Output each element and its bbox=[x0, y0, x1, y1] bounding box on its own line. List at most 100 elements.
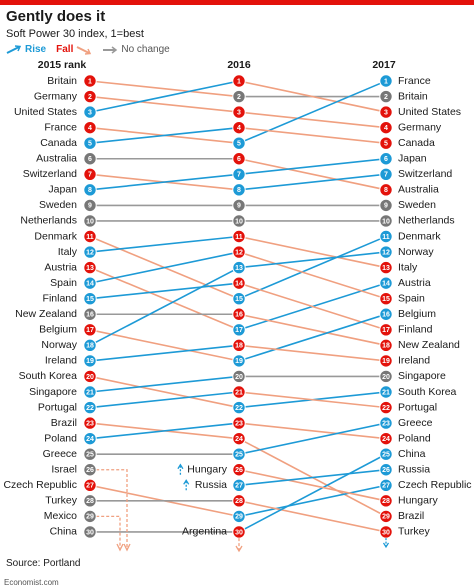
rank-2015-denmark-circle bbox=[83, 229, 97, 244]
label-2017-australia: Australia bbox=[398, 184, 439, 196]
label-2017-hungary: Hungary bbox=[398, 495, 438, 507]
rank-2017-russia-number: 26 bbox=[382, 467, 390, 474]
rank-2017-united-states-number: 3 bbox=[384, 109, 388, 116]
rank-2017-portugal-number: 22 bbox=[382, 405, 390, 412]
label-2015-britain: Britain bbox=[47, 75, 77, 87]
rank-2016-new-zealand-number: 16 bbox=[235, 312, 243, 319]
rank-2016-italy-circle bbox=[232, 229, 246, 244]
label-2015-turkey: Turkey bbox=[45, 495, 77, 507]
rank-2016-belgium-circle bbox=[232, 354, 246, 368]
line-2016-2017-norway bbox=[238, 251, 387, 269]
rank-2015-poland-circle bbox=[83, 431, 97, 446]
label-2017-portugal: Portugal bbox=[398, 401, 437, 413]
rank-2017-canada-number: 5 bbox=[384, 141, 388, 148]
line-2016-2017-denmark bbox=[238, 235, 387, 300]
rank-2015-ireland-number: 19 bbox=[86, 358, 94, 365]
rank-2017-france-circle bbox=[379, 74, 393, 88]
rank-2015-singapore-number: 21 bbox=[86, 389, 94, 396]
label-2015-austria: Austria bbox=[44, 261, 77, 273]
legend-fall: Fall bbox=[56, 44, 92, 55]
rank-2017-sweden-circle bbox=[379, 198, 393, 213]
rank-2016-britain-circle bbox=[232, 89, 246, 104]
rank-2015-china-circle bbox=[83, 525, 97, 539]
nochange-arrow-icon bbox=[103, 45, 118, 54]
rank-2016-portugal-number: 21 bbox=[235, 389, 243, 396]
line-2015-2016-poland bbox=[89, 422, 240, 440]
rank-2016-portugal-circle bbox=[232, 385, 246, 399]
rank-2016-turkey-number: 28 bbox=[235, 498, 243, 505]
line-2016-2017-france bbox=[238, 80, 387, 144]
label-2015-france: France bbox=[44, 121, 77, 133]
rank-2015-japan-number: 8 bbox=[88, 187, 92, 194]
rank-2017-ireland-number: 19 bbox=[382, 358, 390, 365]
rank-2016-brazil-number: 24 bbox=[235, 436, 243, 443]
rank-2016-brazil-circle bbox=[232, 431, 246, 446]
label-2017-spain: Spain bbox=[398, 292, 425, 304]
rank-2015-denmark-number: 11 bbox=[86, 234, 94, 241]
rank-2016-finland-circle bbox=[232, 276, 246, 290]
label-2017-brazil: Brazil bbox=[398, 510, 424, 522]
line-2016-2017-germany bbox=[238, 111, 387, 129]
rank-2016-denmark-number: 15 bbox=[235, 296, 243, 303]
label-2017-russia: Russia bbox=[398, 464, 430, 476]
rank-2015-turkey-circle bbox=[83, 494, 97, 508]
rank-2017-spain-circle bbox=[379, 292, 393, 306]
rank-2017-brazil-number: 29 bbox=[382, 514, 390, 521]
label-2017-italy: Italy bbox=[398, 261, 418, 273]
line-2016-2017-italy bbox=[238, 235, 387, 269]
rank-2017-china-circle bbox=[379, 447, 393, 461]
rank-2017-norway-number: 12 bbox=[382, 249, 390, 256]
label-2017-japan: Japan bbox=[398, 153, 427, 165]
rank-2016-belgium-number: 19 bbox=[235, 358, 243, 365]
rank-2015-portugal-number: 22 bbox=[86, 405, 94, 412]
line-2015-2016-singapore bbox=[89, 375, 240, 393]
rank-2016-switzerland-circle bbox=[232, 183, 246, 197]
rank-2017-turkey-number: 30 bbox=[382, 529, 390, 536]
rank-2017-france-number: 1 bbox=[384, 78, 388, 85]
rank-2016-france-circle bbox=[232, 136, 246, 150]
rank-2015-poland-number: 24 bbox=[86, 436, 94, 443]
rank-2017-denmark-number: 11 bbox=[382, 234, 390, 241]
label-2017-austria: Austria bbox=[398, 277, 431, 289]
rank-2015-new-zealand-number: 16 bbox=[86, 312, 94, 319]
rank-2016-greece-circle bbox=[232, 447, 246, 461]
rank-2015-australia-circle bbox=[83, 152, 97, 166]
rank-2016-canada-circle bbox=[232, 120, 246, 135]
rank-2016-austria-circle bbox=[232, 323, 246, 337]
rank-2017-britain-circle bbox=[379, 89, 393, 104]
label-2015-finland: Finland bbox=[43, 292, 78, 304]
rank-2015-finland-circle bbox=[83, 292, 97, 306]
source-note: Source: Portland bbox=[6, 558, 81, 569]
label-2017-norway: Norway bbox=[398, 246, 434, 258]
rank-2015-switzerland-number: 7 bbox=[88, 172, 92, 179]
label-2017-china: China bbox=[398, 448, 426, 460]
rank-2015-greece-number: 25 bbox=[86, 452, 94, 459]
rank-2015-germany-number: 2 bbox=[88, 94, 92, 101]
rank-2015-canada-circle bbox=[83, 136, 97, 150]
rank-2017-portugal-circle bbox=[379, 400, 393, 415]
rank-2016-britain-number: 2 bbox=[237, 94, 241, 101]
line-2015-2016-south-korea bbox=[89, 375, 240, 409]
rank-2016-switzerland-number: 8 bbox=[237, 187, 241, 194]
label-2015-ireland: Ireland bbox=[45, 355, 77, 367]
label-2015-czech-republic: Czech Republic bbox=[3, 479, 77, 491]
rank-2015-greece-circle bbox=[83, 447, 97, 461]
line-2015-2016-germany bbox=[89, 95, 240, 113]
rank-2017-new-zealand-number: 18 bbox=[382, 343, 390, 350]
line-2016-2017-turkey bbox=[238, 500, 387, 533]
rank-2017-singapore-circle bbox=[379, 369, 393, 384]
line-2016-2017-russia bbox=[238, 468, 387, 487]
rank-2015-singapore-circle bbox=[83, 385, 97, 399]
rank-2015-mexico-number: 29 bbox=[86, 514, 94, 521]
rank-2015-united-states-circle bbox=[83, 105, 97, 119]
rank-2017-greece-number: 23 bbox=[382, 420, 390, 427]
rank-2016-south-korea-circle bbox=[232, 400, 246, 415]
rank-2016-czech-republic-circle bbox=[232, 509, 246, 524]
rank-2016-turkey-circle bbox=[232, 494, 246, 508]
rank-2017-australia-number: 8 bbox=[384, 187, 388, 194]
rank-2015-new-zealand-circle bbox=[83, 307, 97, 321]
rank-2015-austria-number: 13 bbox=[86, 265, 94, 272]
label-2015-spain: Spain bbox=[50, 277, 77, 289]
rank-2015-france-number: 4 bbox=[88, 125, 92, 132]
